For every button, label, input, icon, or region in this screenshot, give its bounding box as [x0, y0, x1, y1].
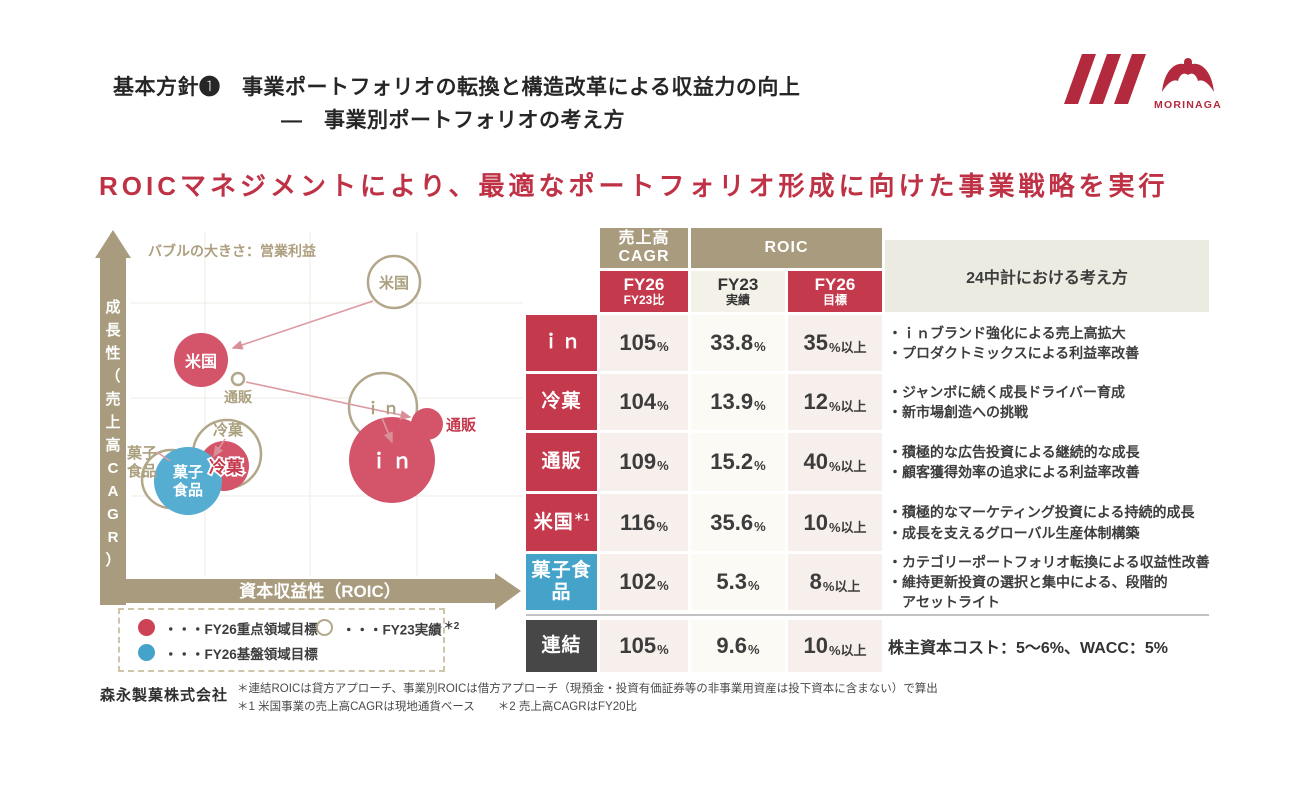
header-cagr-group: 売上高CAGR — [600, 228, 688, 268]
cagr-value: 116% — [600, 494, 688, 551]
roic-fy26-value: 8 %以上 — [788, 554, 882, 610]
row-notes: ・積極的なマーケティング投資による持続的成長 ・成長を支えるグローバル生産体制構… — [888, 504, 1195, 541]
svg-text:冷菓: 冷菓 — [213, 421, 244, 439]
cagr-value: 105% — [600, 620, 688, 672]
y-axis-label: 成長性（売上高 C A G R） — [105, 298, 121, 569]
morinaga-logo: MORINAGA — [1062, 48, 1222, 123]
headline: ROICマネジメントにより、最適なポートフォリオ形成に向けた事業戦略を実行 — [99, 171, 1169, 201]
legend-marker-blue-icon — [138, 644, 155, 661]
header-fy26-roic: FY26 目標 — [788, 271, 882, 312]
legend-marker-red-icon — [138, 619, 155, 637]
roic-fy23-value: 33.8% — [691, 315, 785, 371]
row-notes: 株主資本コスト：5～6%、WACC：5% — [888, 640, 1169, 657]
svg-text:食品: 食品 — [127, 462, 157, 480]
roic-fy26-value: 10 %以上 — [788, 620, 882, 672]
legend-label: ・・・FY23実績 ＊2 — [342, 621, 460, 638]
row-notes: ・カテゴリーポートフォリオ転換による収益性改善 ・維持更新投資の選択と集中による… — [888, 553, 1210, 611]
title-line2: ― 事業別ポートフォリオの考え方 — [281, 108, 625, 132]
x-axis-arrow-icon: 資本収益性（ROIC） — [103, 573, 521, 610]
logo-brand-text: MORINAGA — [1154, 99, 1222, 111]
legend-item-fy23: ・・・FY23実績 ＊2 — [316, 617, 459, 639]
header-notes: 24中計における考え方 — [885, 240, 1209, 312]
row-label-us: 米国＊1 — [526, 494, 597, 551]
header-fy23-roic: FY23 実績 — [691, 271, 785, 312]
bubble-chart-panel: 米国 通販 冷菓 菓子 食品 ｉｎ 米国 冷菓 菓子 食品 ｉｎ 通販 成長性（売上高 C A G R） 資本… — [95, 228, 527, 674]
roic-fy23-value: 5.3% — [691, 554, 785, 610]
logo-stripes-icon — [1064, 54, 1146, 104]
roic-table: 売上高CAGR ROIC 24中計における考え方 FY26 FY23比 FY23… — [526, 228, 1210, 672]
footnote-1: ＊連結ROICは貸方アプローチ、事業別ROICは借方アプローチ（現預金・投資有価… — [237, 683, 938, 695]
roic-fy26-value: 35 %以上 — [788, 315, 882, 371]
svg-text:菓子: 菓子 — [126, 444, 157, 462]
svg-text:食品: 食品 — [173, 481, 203, 499]
roic-fy23-value: 13.9% — [691, 374, 785, 430]
svg-text:菓子: 菓子 — [172, 463, 203, 481]
bubble-size-note: バブルの大きさ：営業利益 — [148, 243, 316, 259]
roic-fy26-value: 10 %以上 — [788, 494, 882, 551]
footnote-2: ＊1 米国事業の売上高CAGRは現地通貨ベース ＊2 売上高CAGRはFY20比 — [237, 700, 638, 713]
cagr-value: 109% — [600, 433, 688, 491]
roic-fy23-value: 35.6% — [691, 494, 785, 551]
legend-item-fy26-base: ・・・FY26基盤領域目標 — [138, 643, 318, 663]
company-name: 森永製菓株式会社 — [100, 687, 229, 704]
row-notes: ・ジャンボに続く成長ドライバー育成 ・新市場創造への挑戦 — [888, 383, 1126, 420]
chart-legend: ・・・FY26重点領域目標 ・・・FY23実績 ＊2 ・・・FY26基盤領域目標 — [118, 608, 459, 672]
row-label-kashi: 菓子食品 — [526, 554, 597, 610]
table-separator — [526, 614, 1209, 616]
svg-text:冷菓: 冷菓 — [209, 457, 244, 477]
morinaga-angel-icon — [1162, 58, 1214, 92]
svg-text:通販: 通販 — [224, 389, 253, 405]
row-label-tsuhan: 通販 — [526, 433, 597, 491]
roic-fy23-value: 15.2% — [691, 433, 785, 491]
cagr-value: 104% — [600, 374, 688, 430]
page-title: 基本方針❶ 事業ポートフォリオの転換と構造改革による収益力の向上 ― 事業別ポー… — [113, 72, 800, 137]
header-fy26-cagr: FY26 FY23比 — [600, 271, 688, 312]
svg-text:ｉｎ: ｉｎ — [365, 400, 401, 418]
row-notes: ・積極的な広告投資による継続的な成長 ・顧客獲得効率の追求による利益率改善 — [888, 443, 1140, 480]
legend-label: ・・・FY26基盤領域目標 — [164, 646, 318, 662]
legend-label: ・・・FY26重点領域目標 — [164, 621, 318, 637]
roic-fy26-value: 12 %以上 — [788, 374, 882, 430]
svg-text:通販: 通販 — [446, 416, 477, 434]
roic-fy23-value: 9.6% — [691, 620, 785, 672]
title-line1: 基本方針❶ 事業ポートフォリオの転換と構造改革による収益力の向上 — [113, 76, 801, 99]
legend-marker-outline-icon — [316, 619, 333, 637]
cagr-value: 102% — [600, 554, 688, 610]
svg-text:米国: 米国 — [379, 274, 409, 292]
cagr-value: 105% — [600, 315, 688, 371]
footnotes: ＊連結ROICは貸方アプローチ、事業別ROICは借方アプローチ（現預金・投資有価… — [237, 681, 938, 717]
roic-fy26-value: 40 %以上 — [788, 433, 882, 491]
row-notes: ・ｉｎブランド強化による売上高拡大 ・プロダクトミックスによる利益率改善 — [888, 324, 1140, 361]
y-axis-arrow-icon: 成長性（売上高 C A G R） — [95, 230, 131, 605]
legend-item-fy26-focus: ・・・FY26重点領域目標 — [138, 617, 318, 639]
x-axis-label: 資本収益性（ROIC） — [239, 581, 401, 601]
svg-text:ｉｎ: ｉｎ — [369, 451, 415, 473]
row-label-consolidated: 連結 — [526, 620, 597, 672]
row-label-reika: 冷菓 — [526, 374, 597, 430]
header-roic-group: ROIC — [691, 228, 882, 268]
svg-text:米国: 米国 — [185, 352, 217, 371]
row-label-in: ｉｎ — [526, 315, 597, 371]
